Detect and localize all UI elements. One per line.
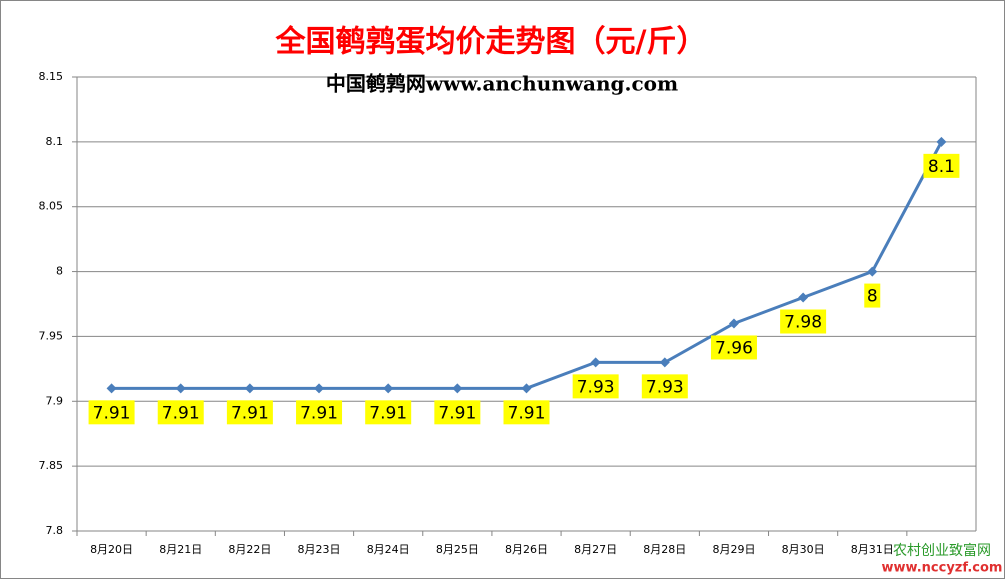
label-bg xyxy=(157,400,204,425)
data-label: 7.91 xyxy=(369,403,407,423)
x-tick-label: 8月29日 xyxy=(712,543,755,556)
x-tick-label: 8月21日 xyxy=(159,543,202,556)
x-tick-label: 8月28日 xyxy=(643,543,686,556)
label-bg xyxy=(296,400,343,425)
x-tick-label: 8月24日 xyxy=(367,543,410,556)
y-tick-label: 7.8 xyxy=(46,524,64,537)
label-bg xyxy=(864,283,881,308)
x-tick-label: 8月25日 xyxy=(436,543,479,556)
label-bg xyxy=(226,400,273,425)
y-tick-label: 8.1 xyxy=(46,135,64,148)
label-bg xyxy=(434,400,481,425)
point-marker xyxy=(728,318,739,329)
x-tick-label: 8月27日 xyxy=(574,543,617,556)
chart-subtitle: 中国鹌鹑网www.anchunwang.com xyxy=(326,72,678,96)
data-label: 7.91 xyxy=(162,403,200,423)
y-tick-label: 8.05 xyxy=(39,200,64,213)
y-tick-label: 8 xyxy=(56,265,63,278)
point-marker xyxy=(106,383,117,394)
watermark: www.nccyzf.com xyxy=(882,561,1003,576)
x-tick-label: 8月31日 xyxy=(851,543,894,556)
data-label: 7.91 xyxy=(300,403,338,423)
chart-title: 全国鹌鹑蛋均价走势图（元/斤） xyxy=(275,25,707,60)
y-tick-label: 7.85 xyxy=(39,459,64,472)
data-label: 7.98 xyxy=(784,313,822,333)
point-marker xyxy=(521,383,532,394)
data-label: 8.1 xyxy=(928,157,955,177)
x-tick-label: 8月20日 xyxy=(90,543,133,556)
x-tick-label: 8月26日 xyxy=(505,543,548,556)
data-label: 7.91 xyxy=(438,403,476,423)
y-tick-label: 8.15 xyxy=(39,70,64,83)
point-marker xyxy=(383,383,394,394)
x-tick-label: 8月22日 xyxy=(228,543,271,556)
x-tick-label: 8月23日 xyxy=(298,543,341,556)
point-marker xyxy=(590,357,601,368)
point-marker xyxy=(314,383,325,394)
label-bg xyxy=(923,153,960,178)
point-marker xyxy=(867,266,878,277)
label-bg xyxy=(641,374,688,399)
label-bg xyxy=(710,335,757,360)
label-bg xyxy=(780,309,827,334)
label-bg xyxy=(88,400,135,425)
point-marker xyxy=(452,383,463,394)
y-tick-label: 7.95 xyxy=(39,329,64,342)
data-label: 7.91 xyxy=(231,403,269,423)
data-label: 7.91 xyxy=(93,403,131,423)
label-bg xyxy=(503,400,550,425)
watermark: 农村创业致富网 xyxy=(893,542,991,559)
point-marker xyxy=(244,383,255,394)
y-tick-label: 7.9 xyxy=(46,394,64,407)
point-marker xyxy=(798,292,809,303)
data-label: 7.91 xyxy=(508,403,546,423)
x-tick-label: 8月30日 xyxy=(782,543,825,556)
point-marker xyxy=(659,357,670,368)
label-bg xyxy=(365,400,412,425)
point-marker xyxy=(936,136,947,147)
data-label: 7.93 xyxy=(646,377,684,397)
data-label: 8 xyxy=(867,287,878,307)
label-bg xyxy=(572,374,619,399)
data-label: 7.96 xyxy=(715,338,753,358)
point-marker xyxy=(175,383,186,394)
data-label: 7.93 xyxy=(577,377,615,397)
